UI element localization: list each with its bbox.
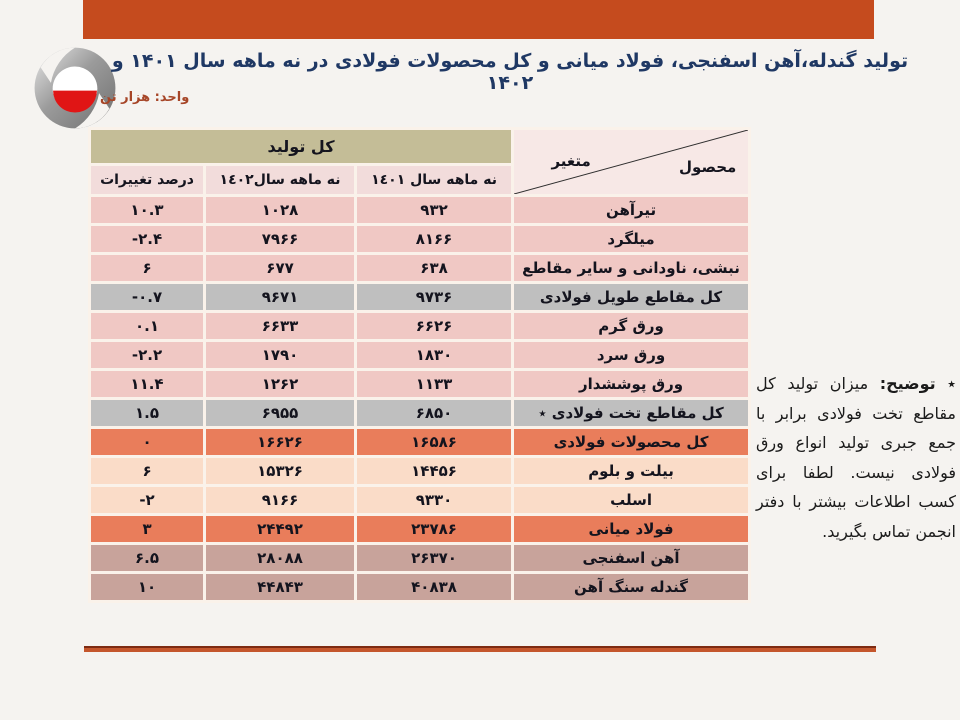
row-label: نبشی، ناودانی و سایر مقاطع — [511, 252, 752, 284]
col-header-pct-change: درصد تغییرات — [87, 163, 207, 197]
bottom-divider — [84, 646, 876, 652]
value-1402: ۱۷۹۰ — [203, 339, 358, 371]
value-1401: ۴۰۸۳۸ — [354, 571, 515, 603]
value-1402: ۹۶۷۱ — [203, 281, 358, 313]
row-label: اسلب — [511, 484, 752, 516]
footnote-heading: توضیح: — [879, 374, 936, 393]
table-row: میلگرد ۸۱۶۶ ۷۹۶۶ -۲.۴ — [87, 223, 752, 255]
row-label: کل مقاطع تخت فولادی ٭ — [511, 397, 752, 429]
value-pct-change: ۶ — [87, 455, 207, 487]
value-1401: ۱۱۳۳ — [354, 368, 515, 400]
value-pct-change: ۶.۵ — [87, 542, 207, 574]
table-row: ورق پوششدار ۱۱۳۳ ۱۲۶۲ ۱۱.۴ — [87, 368, 752, 400]
row-label: ورق پوششدار — [511, 368, 752, 400]
value-1402: ۷۹۶۶ — [203, 223, 358, 255]
table-row: گندله سنگ آهن ۴۰۸۳۸ ۴۴۸۴۳ ۱۰ — [87, 571, 752, 603]
value-pct-change: -۲ — [87, 484, 207, 516]
value-1401: ۹۳۳۰ — [354, 484, 515, 516]
value-1401: ۱۸۳۰ — [354, 339, 515, 371]
table-row-total: فولاد میانی ۲۳۷۸۶ ۲۴۴۹۲ ۳ — [87, 513, 752, 545]
group-header-total-production: کل تولید — [87, 127, 515, 166]
col-header-1401: نه ماهه سال ١٤٠١ — [354, 163, 515, 197]
value-1401: ۹۳۲ — [354, 194, 515, 226]
unit-label: واحد: هزار تن — [100, 90, 190, 105]
value-1401: ۶۶۲۶ — [354, 310, 515, 342]
row-label: تیرآهن — [511, 194, 752, 226]
value-1401: ۱۴۴۵۶ — [354, 455, 515, 487]
slide-title: تولید گندله،آهن اسفنجی، فولاد میانی و کل… — [111, 50, 909, 94]
value-1402: ۱۲۶۲ — [203, 368, 358, 400]
swirl-logo-icon — [34, 47, 116, 129]
value-pct-change: ۱۰ — [87, 571, 207, 603]
row-label: کل محصولات فولادی — [511, 426, 752, 458]
table-row: تیرآهن ۹۳۲ ۱۰۲۸ ۱۰.۳ — [87, 194, 752, 226]
diagonal-line — [514, 130, 748, 194]
value-pct-change: ۱۰.۳ — [87, 194, 207, 226]
col-header-1402: نه ماهه سال١٤٠٢ — [203, 163, 358, 197]
table-row: ورق سرد ۱۸۳۰ ۱۷۹۰ -۲.۲ — [87, 339, 752, 371]
row-label: آهن اسفنجی — [511, 542, 752, 574]
value-pct-change: -۰.۷ — [87, 281, 207, 313]
header-bar — [83, 0, 874, 39]
value-1402: ۹۱۶۶ — [203, 484, 358, 516]
value-1401: ۸۱۶۶ — [354, 223, 515, 255]
value-1401: ۹۷۳۶ — [354, 281, 515, 313]
value-1402: ۲۸۰۸۸ — [203, 542, 358, 574]
value-1401: ۶۳۸ — [354, 252, 515, 284]
table-row-subtotal: کل مقاطع تخت فولادی ٭ ۶۸۵۰ ۶۹۵۵ ۱.۵ — [87, 397, 752, 429]
value-pct-change: ۰.۱ — [87, 310, 207, 342]
footnote: ٭ توضیح: میزان تولید کل مقاطع تخت فولادی… — [756, 369, 956, 547]
row-label: ورق گرم — [511, 310, 752, 342]
production-table: متغیر محصول کل تولید نه ماهه سال ١٤٠١ نه… — [87, 127, 752, 603]
value-pct-change: -۲.۴ — [87, 223, 207, 255]
footnote-marker: ٭ — [947, 374, 956, 393]
value-pct-change: ۶ — [87, 252, 207, 284]
value-1401: ۶۸۵۰ — [354, 397, 515, 429]
steel-association-logo — [31, 45, 119, 131]
value-pct-change: ۰ — [87, 426, 207, 458]
value-1402: ۶۶۳۳ — [203, 310, 358, 342]
row-label: گندله سنگ آهن — [511, 571, 752, 603]
table-row-subtotal: کل مقاطع طویل فولادی ۹۷۳۶ ۹۶۷۱ -۰.۷ — [87, 281, 752, 313]
value-1401: ۲۶۳۷۰ — [354, 542, 515, 574]
row-label: میلگرد — [511, 223, 752, 255]
table-row: اسلب ۹۳۳۰ ۹۱۶۶ -۲ — [87, 484, 752, 516]
value-1402: ۱۰۲۸ — [203, 194, 358, 226]
table-row-total: کل محصولات فولادی ۱۶۵۸۶ ۱۶۶۲۶ ۰ — [87, 426, 752, 458]
value-1402: ۲۴۴۹۲ — [203, 513, 358, 545]
row-label: ورق سرد — [511, 339, 752, 371]
corner-cell: متغیر محصول — [511, 127, 752, 197]
table-row: نبشی، ناودانی و سایر مقاطع ۶۳۸ ۶۷۷ ۶ — [87, 252, 752, 284]
value-1401: ۱۶۵۸۶ — [354, 426, 515, 458]
value-1402: ۱۶۶۲۶ — [203, 426, 358, 458]
value-1402: ۱۵۳۲۶ — [203, 455, 358, 487]
value-pct-change: ۱۱.۴ — [87, 368, 207, 400]
corner-variable-label: متغیر — [551, 151, 591, 170]
value-pct-change: ۳ — [87, 513, 207, 545]
value-1401: ۲۳۷۸۶ — [354, 513, 515, 545]
value-pct-change: ۱.۵ — [87, 397, 207, 429]
table-row: آهن اسفنجی ۲۶۳۷۰ ۲۸۰۸۸ ۶.۵ — [87, 542, 752, 574]
value-1402: ۶۹۵۵ — [203, 397, 358, 429]
value-1402: ۶۷۷ — [203, 252, 358, 284]
value-pct-change: -۲.۲ — [87, 339, 207, 371]
value-1402: ۴۴۸۴۳ — [203, 571, 358, 603]
footnote-body: میزان تولید کل مقاطع تخت فولادی برابر با… — [756, 374, 956, 541]
row-label: فولاد میانی — [511, 513, 752, 545]
row-label: کل مقاطع طویل فولادی — [511, 281, 752, 313]
row-label: بیلت و بلوم — [511, 455, 752, 487]
corner-product-label: محصول — [679, 158, 737, 177]
table-row: بیلت و بلوم ۱۴۴۵۶ ۱۵۳۲۶ ۶ — [87, 455, 752, 487]
table-row: ورق گرم ۶۶۲۶ ۶۶۳۳ ۰.۱ — [87, 310, 752, 342]
